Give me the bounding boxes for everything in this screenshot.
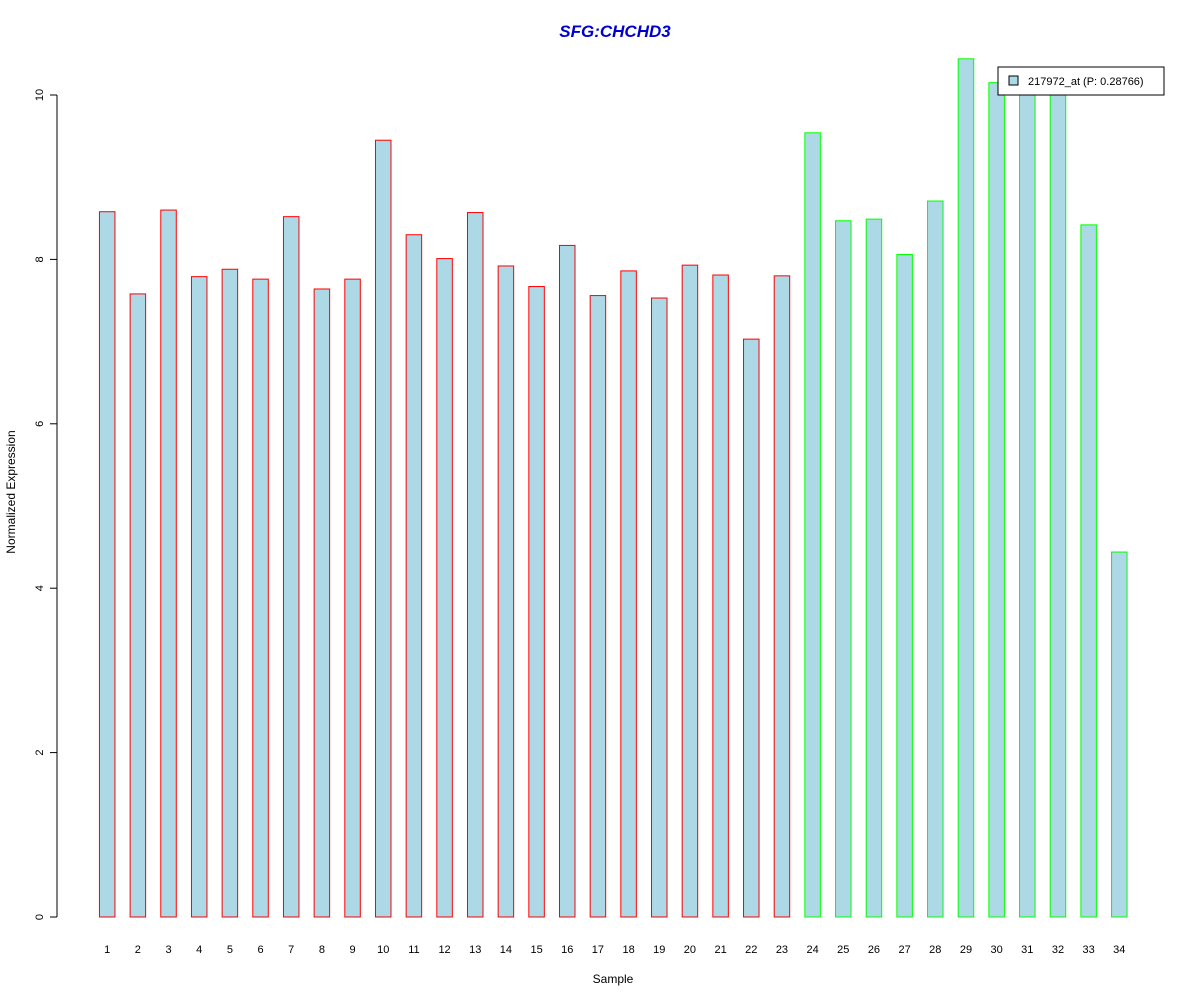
bar-26 <box>865 218 883 918</box>
x-tick-label: 34 <box>1113 944 1125 956</box>
bar-11 <box>405 234 423 918</box>
x-tick-label: 18 <box>622 944 634 956</box>
x-tick-label: 19 <box>653 944 665 956</box>
legend-box <box>997 66 1165 96</box>
bar-33 <box>1080 224 1097 918</box>
x-tick-label: 31 <box>1021 944 1033 956</box>
y-tick-label: 4 <box>34 585 46 591</box>
x-tick-label: 33 <box>1083 944 1095 956</box>
x-tick-label: 13 <box>469 944 481 956</box>
x-tick-label: 20 <box>684 944 696 956</box>
x-tick-label: 3 <box>165 944 171 956</box>
x-tick-label: 25 <box>837 944 849 956</box>
x-tick-label: 1 <box>104 944 110 956</box>
bar-22 <box>743 338 760 918</box>
x-tick-label: 10 <box>377 944 389 956</box>
bar-32 <box>1049 90 1067 918</box>
x-tick-label: 32 <box>1052 944 1064 956</box>
legend-label: 217972_at (P: 0.28766) <box>1028 76 1144 88</box>
bar-6 <box>252 278 269 918</box>
bar-15 <box>528 286 545 918</box>
x-axis: 1 2 3 4 5 6 7 8 9 10 11 12 13 14 15 16 17 18 19 20 21 22 23 24 2… <box>104 944 1125 956</box>
bar-29 <box>957 58 975 918</box>
bar-31 <box>1019 90 1036 918</box>
x-tick-label: 27 <box>898 944 910 956</box>
y-axis: 0 2 4 6 8 10 <box>34 89 58 920</box>
x-tick-label: 15 <box>530 944 542 956</box>
x-tick-label: 30 <box>991 944 1003 956</box>
bar-27 <box>896 253 913 918</box>
x-tick-label: 11 <box>408 944 419 956</box>
x-tick-label: 12 <box>438 944 450 956</box>
x-tick-label: 5 <box>227 944 233 956</box>
x-tick-label: 6 <box>257 944 263 956</box>
bar-30 <box>988 82 1005 918</box>
bar-21 <box>712 274 729 918</box>
bar-4 <box>190 276 208 918</box>
bar-25 <box>835 220 852 918</box>
x-tick-label: 14 <box>500 944 512 956</box>
x-tick-label: 21 <box>714 944 726 956</box>
bar-16 <box>559 244 576 918</box>
y-axis-label: Normalized Expression <box>4 430 18 553</box>
bar-13 <box>466 212 484 918</box>
y-tick-label: 0 <box>34 914 46 920</box>
x-tick-label: 17 <box>592 944 604 956</box>
x-tick-label: 23 <box>776 944 788 956</box>
y-tick-label: 2 <box>34 750 46 756</box>
bar-1 <box>98 211 116 918</box>
y-tick-label: 10 <box>34 89 46 101</box>
bar-14 <box>497 265 515 918</box>
legend-swatch <box>1008 75 1019 86</box>
x-tick-label: 2 <box>135 944 141 956</box>
x-tick-label: 4 <box>196 944 202 956</box>
y-tick-label: 8 <box>34 256 46 262</box>
bar-7 <box>282 216 300 918</box>
bar-24 <box>804 132 821 918</box>
x-tick-label: 7 <box>288 944 294 956</box>
x-tick-label: 9 <box>349 944 355 956</box>
bars <box>98 58 1128 918</box>
x-tick-label: 22 <box>745 944 757 956</box>
bar-10 <box>374 139 392 918</box>
x-tick-label: 8 <box>319 944 325 956</box>
bar-28 <box>927 200 944 918</box>
y-tick-label: 6 <box>34 421 46 427</box>
x-tick-label: 16 <box>561 944 573 956</box>
bar-20 <box>681 264 699 918</box>
x-axis-label: Sample <box>593 972 634 986</box>
chart-title: SFG:CHCHD3 <box>559 22 671 41</box>
x-tick-label: 24 <box>806 944 818 956</box>
bar-5 <box>221 268 239 918</box>
bar-12 <box>436 258 453 918</box>
bar-23 <box>773 275 791 918</box>
bar-2 <box>129 293 147 918</box>
x-tick-label: 29 <box>960 944 972 956</box>
bar-17 <box>589 295 607 918</box>
bar-8 <box>313 288 331 918</box>
bar-34 <box>1111 551 1128 918</box>
bar-18 <box>620 270 637 918</box>
bar-3 <box>160 209 177 918</box>
bar-19 <box>651 297 668 918</box>
x-tick-label: 28 <box>929 944 941 956</box>
x-tick-label: 26 <box>868 944 880 956</box>
bar-9 <box>344 278 361 918</box>
legend: 217972_at (P: 0.28766) <box>997 66 1165 96</box>
